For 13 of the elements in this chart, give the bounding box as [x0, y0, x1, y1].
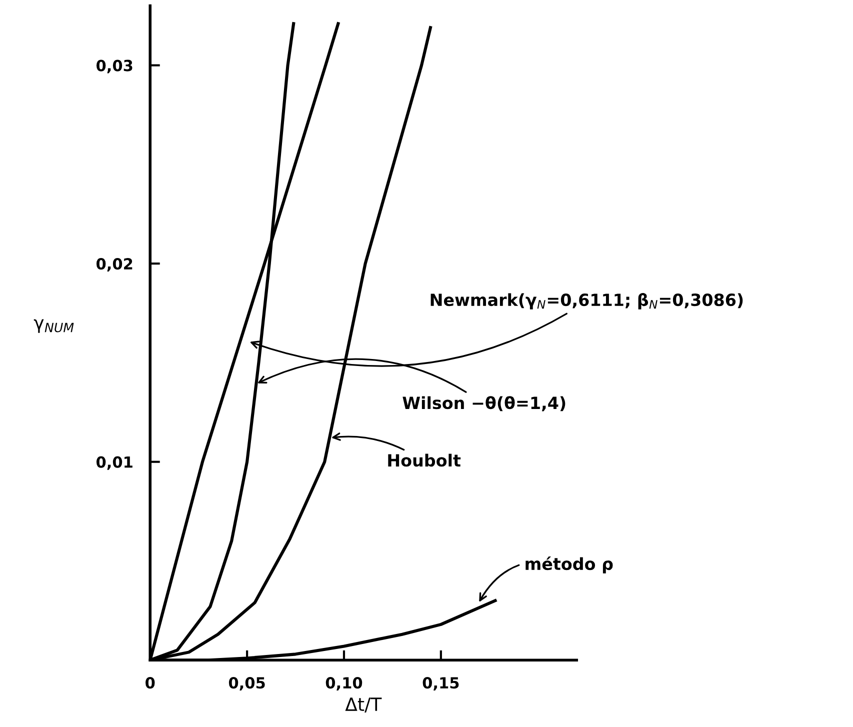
- y-tick-label: 0,03: [96, 60, 132, 74]
- x-tick-label: 0,05: [228, 677, 265, 691]
- x-tick-label: 0,10: [326, 677, 362, 691]
- y-tick-label: 0,02: [96, 258, 132, 272]
- x-axis-title: Δt/T: [345, 698, 382, 713]
- annotation: Houbolt: [388, 454, 461, 467]
- x-tick-label: 0: [146, 677, 155, 689]
- annotation: Newmark(γ$_{N}$=0,6111; β$_{N}$=0,3086): [430, 292, 743, 310]
- annotation: Wilson −θ(θ=1,4): [402, 396, 566, 412]
- y-tick-label: 0,01: [96, 456, 132, 470]
- y-axis-title: γ$_{NUM}$: [34, 319, 74, 333]
- x-tick-label: 0,15: [422, 677, 459, 691]
- annotation: método ρ: [526, 556, 613, 574]
